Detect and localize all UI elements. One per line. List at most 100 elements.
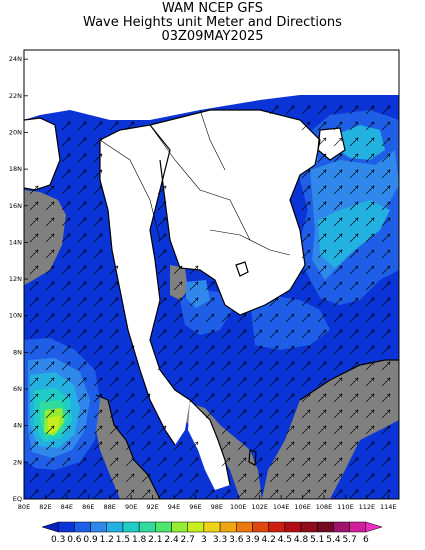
- direction-arrow: [125, 393, 135, 403]
- direction-arrow: [333, 169, 343, 179]
- lon-tick-label: 94E: [168, 503, 180, 511]
- direction-arrow: [109, 329, 119, 339]
- direction-arrow: [269, 409, 279, 419]
- direction-arrow: [125, 377, 135, 387]
- direction-arrow: [365, 457, 375, 467]
- direction-arrow: [45, 201, 55, 211]
- direction-arrow: [301, 457, 311, 467]
- direction-arrow: [365, 281, 375, 291]
- direction-arrow: [253, 393, 263, 403]
- direction-arrow: [157, 185, 167, 195]
- direction-arrow: [45, 281, 55, 291]
- direction-arrow: [77, 281, 87, 291]
- direction-arrow: [77, 137, 87, 147]
- direction-arrow: [317, 313, 327, 323]
- wave-band-3-bay: [48, 416, 60, 434]
- lon-tick-label: 84E: [61, 503, 73, 511]
- direction-arrow: [189, 361, 199, 371]
- direction-arrow: [61, 137, 71, 147]
- direction-arrow: [173, 313, 183, 323]
- colorbar-label: 0.6: [67, 535, 82, 545]
- direction-arrow: [381, 121, 391, 131]
- direction-arrow: [365, 105, 375, 115]
- direction-arrow: [93, 409, 103, 419]
- direction-arrow: [317, 121, 327, 131]
- wave-band-1.5-thai-gulf: [186, 280, 210, 308]
- direction-arrow: [301, 121, 311, 131]
- direction-arrow: [157, 361, 167, 371]
- direction-arrow: [381, 345, 391, 355]
- direction-arrow: [205, 345, 215, 355]
- colorbar-label: 4.5: [278, 535, 292, 545]
- direction-arrow: [93, 185, 103, 195]
- direction-arrow: [189, 457, 199, 467]
- direction-arrow: [253, 489, 263, 499]
- direction-arrow: [157, 313, 167, 323]
- no-data-area-borneo: [262, 360, 399, 499]
- direction-arrow: [77, 457, 87, 467]
- direction-arrow: [61, 201, 71, 211]
- direction-arrow: [109, 361, 119, 371]
- direction-arrow: [77, 233, 87, 243]
- colorbar-label: 1.8: [132, 535, 147, 545]
- direction-arrow: [317, 409, 327, 419]
- direction-arrow: [205, 377, 215, 387]
- direction-arrow: [157, 457, 167, 467]
- direction-arrow: [93, 233, 103, 243]
- direction-arrow: [333, 409, 343, 419]
- direction-arrow: [77, 249, 87, 259]
- direction-arrow: [61, 121, 71, 131]
- lat-tick-label: 12N: [9, 275, 22, 283]
- coastline-hainan: [317, 127, 346, 161]
- lon-tick-label: 86E: [82, 503, 94, 511]
- direction-arrow: [365, 473, 375, 483]
- direction-arrow: [349, 105, 359, 115]
- direction-arrow: [317, 185, 327, 195]
- direction-arrow: [237, 441, 247, 451]
- direction-arrow: [381, 105, 391, 115]
- direction-arrow: [349, 297, 359, 307]
- direction-arrow: [45, 185, 55, 195]
- direction-arrow: [285, 393, 295, 403]
- direction-arrow: [221, 329, 231, 339]
- direction-arrow: [77, 185, 87, 195]
- direction-arrow: [221, 313, 231, 323]
- lon-tick-label: 108E: [316, 503, 333, 511]
- direction-arrow: [93, 329, 103, 339]
- direction-arrow: [173, 297, 183, 307]
- direction-arrow: [365, 137, 375, 147]
- direction-arrow: [285, 473, 295, 483]
- direction-arrow: [301, 265, 311, 275]
- colorbar-swatch: [252, 521, 269, 533]
- direction-arrow: [365, 297, 375, 307]
- direction-arrow: [333, 121, 343, 131]
- direction-arrow: [93, 473, 103, 483]
- direction-arrow: [269, 345, 279, 355]
- direction-arrow: [333, 489, 343, 499]
- direction-arrow: [157, 249, 167, 259]
- direction-arrow: [333, 265, 343, 275]
- longitude-axis: 80E 82E 84E 86E 88E 90E 92E 94E 96E 98E 100E 102E 10…: [18, 495, 397, 511]
- coastline-sumatra: [95, 394, 161, 499]
- colorbar-label: 5.7: [342, 535, 356, 545]
- direction-arrow: [173, 281, 183, 291]
- direction-arrow: [285, 377, 295, 387]
- direction-arrow: [269, 377, 279, 387]
- direction-arrow: [77, 441, 87, 451]
- direction-arrow: [61, 393, 71, 403]
- direction-arrow: [253, 457, 263, 467]
- direction-arrow: [253, 377, 263, 387]
- lon-tick-label: 96E: [189, 503, 201, 511]
- direction-arrow: [381, 329, 391, 339]
- direction-arrow: [381, 377, 391, 387]
- colorbar-label: 4.2: [262, 535, 276, 545]
- direction-arrow: [349, 313, 359, 323]
- direction-arrow: [29, 313, 39, 323]
- wave-band-1.8-scs: [318, 200, 390, 268]
- direction-arrow: [301, 409, 311, 419]
- direction-arrow: [61, 409, 71, 419]
- direction-arrow: [61, 489, 71, 499]
- direction-arrow: [301, 169, 311, 179]
- direction-arrow: [109, 313, 119, 323]
- map-title-line-3: 03Z09MAY2025: [161, 29, 264, 44]
